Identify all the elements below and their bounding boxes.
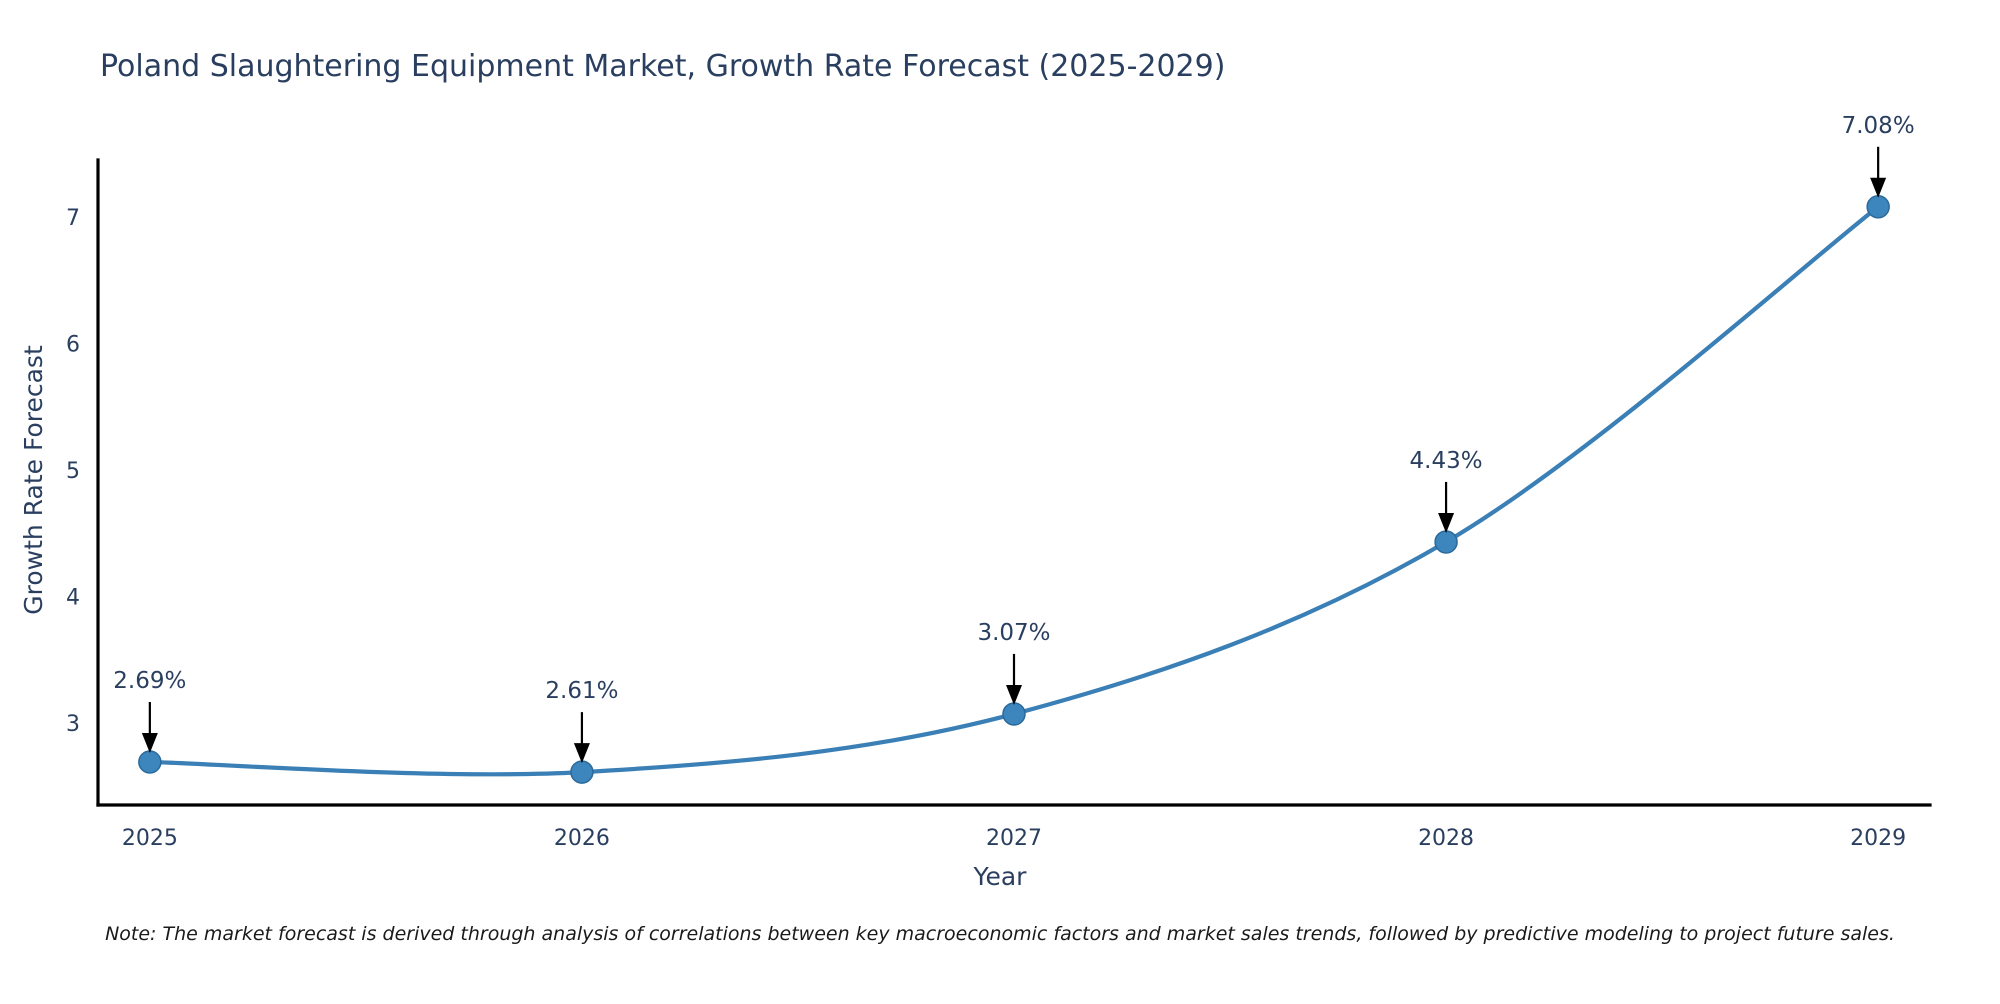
y-tick-label: 5	[66, 459, 80, 484]
forecast-line	[147, 204, 1881, 777]
y-axis-tick-labels: 3 4 5 6 7	[66, 206, 80, 737]
x-tick-label: 2025	[122, 826, 178, 851]
data-point-marker	[570, 760, 594, 784]
y-axis-title: Growth Rate Forecast	[19, 345, 48, 615]
annotation-arrow-head	[1006, 684, 1022, 705]
y-tick-label: 7	[66, 206, 80, 231]
annotation-arrow-head	[1438, 512, 1455, 533]
data-point-annotations: 2.69% 2.61% 3.07% 4.43% 7.08%	[113, 113, 1915, 764]
x-tick-label: 2027	[986, 826, 1042, 851]
annotation-arrow-head	[573, 743, 590, 764]
annotation-arrow-head	[141, 733, 158, 753]
data-point-label: 3.07%	[977, 620, 1050, 646]
y-tick-label: 3	[66, 712, 80, 737]
y-tick-label: 6	[66, 332, 80, 357]
x-tick-label: 2029	[1850, 826, 1906, 851]
data-point-marker	[1002, 702, 1026, 726]
data-point-marker	[1434, 530, 1458, 554]
y-tick-label: 4	[66, 585, 80, 610]
data-point-label: 2.61%	[545, 678, 618, 704]
x-tick-label: 2028	[1418, 826, 1474, 851]
data-point-label: 4.43%	[1410, 448, 1483, 474]
x-tick-label: 2026	[554, 826, 610, 851]
data-point-label: 7.08%	[1842, 113, 1915, 139]
chart-footnote: Note: The market forecast is derived thr…	[105, 923, 1895, 945]
data-point-marker	[138, 750, 162, 774]
x-axis-title: Year	[973, 862, 1028, 891]
data-point-marker	[1866, 195, 1890, 219]
chart-title: Poland Slaughtering Equipment Market, Gr…	[100, 49, 1225, 84]
x-axis-tick-labels: 2025 2026 2027 2028 2029	[122, 826, 1906, 851]
data-point-label: 2.69%	[113, 668, 186, 694]
annotation-arrow-head	[1870, 177, 1887, 198]
